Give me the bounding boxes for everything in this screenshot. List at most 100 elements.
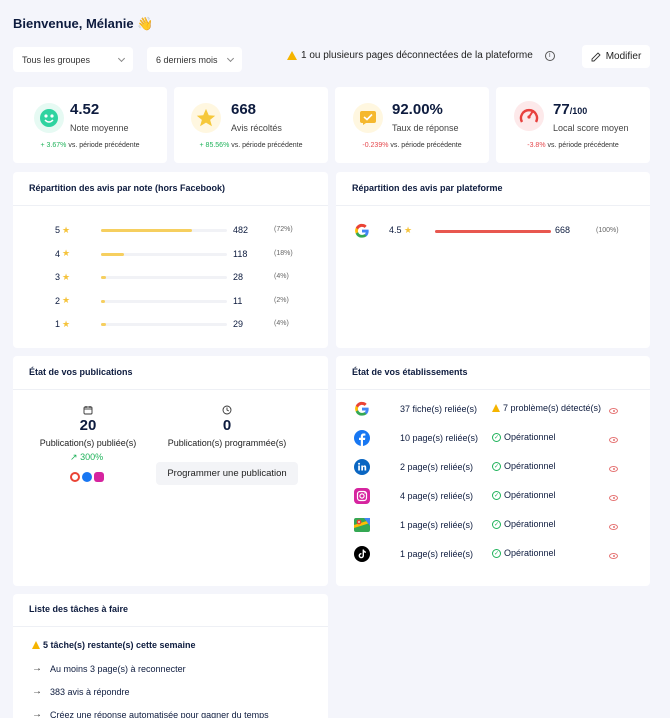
linked-count: 2 page(s) reliée(s) [400, 462, 474, 472]
section-title: État de vos établissements [352, 367, 468, 377]
kpi-label: Taux de réponse [392, 123, 459, 133]
google-icon [354, 401, 370, 419]
period-select[interactable]: 6 derniers mois [147, 47, 242, 72]
kpi-delta: -3.8% vs. période précédente [527, 142, 619, 149]
platform-rating: 4.5 ★ [389, 225, 413, 235]
rating-count: 28 [233, 272, 244, 282]
schedule-publication-button[interactable]: Programmer une publication [156, 462, 298, 485]
published-count: 20 [79, 417, 97, 434]
eye-icon[interactable] [609, 466, 618, 472]
kpi-card-response-rate: 92.00% Taux de réponse -0.239% vs. pério… [335, 87, 489, 163]
calendar-icon [83, 402, 93, 420]
kpi-value: 77/100 [553, 101, 588, 118]
rating-bar-fill [101, 299, 105, 303]
waving-hand-icon: 👋 [137, 16, 154, 31]
task-item[interactable]: → 383 avis à répondre [32, 686, 130, 697]
kpi-card-reviews-collected: 668 Avis récoltés + 85.56% vs. période p… [174, 87, 328, 163]
warning-icon [287, 51, 297, 60]
instagram-icon [354, 488, 370, 506]
status-ok: ✓ Opérationnel [492, 519, 556, 529]
message-check-icon [353, 103, 383, 133]
warning-icon [492, 404, 500, 412]
publications-card: État de vos publications 20 Publication(… [13, 356, 328, 586]
facebook-icon [354, 430, 370, 448]
kpi-card-local-score: 77/100 Local score moyen -3.8% vs. pério… [496, 87, 650, 163]
eye-icon[interactable] [609, 553, 618, 559]
rating-note: 3 [55, 272, 61, 282]
info-icon[interactable]: i [544, 50, 555, 61]
rating-bar [101, 276, 227, 279]
establishment-row-linkedin: 2 page(s) reliée(s) ✓ Opérationnel [336, 457, 650, 477]
star-icon: ★ [62, 295, 71, 305]
check-circle-icon: ✓ [492, 432, 501, 442]
establishment-row-maps: 1 page(s) reliée(s) ✓ Opérationnel [336, 515, 650, 535]
check-circle-icon: ✓ [492, 519, 501, 529]
star-icon: ★ [62, 224, 71, 235]
status-ok: ✓ Opérationnel [492, 490, 556, 500]
trend-up-icon: ↗ [70, 452, 78, 462]
task-item[interactable]: → Au moins 3 page(s) à reconnecter [32, 663, 186, 674]
tiktok-icon [354, 546, 370, 564]
scheduled-label: Publication(s) programmée(s) [167, 438, 287, 448]
star-icon: ★ [62, 318, 71, 329]
rating-bar-fill [101, 229, 192, 232]
star-icon [191, 103, 221, 133]
pencil-icon [591, 51, 601, 61]
modify-button[interactable]: Modifier [582, 45, 650, 68]
rating-count: 11 [233, 295, 243, 306]
rating-bar-fill [101, 252, 124, 256]
chevron-down-icon [117, 54, 126, 62]
linked-count: 37 fiche(s) reliée(s) [400, 404, 478, 414]
rating-count: 29 [233, 319, 244, 329]
rating-row: 2 ★ 11 (2%) [13, 294, 328, 308]
kpi-value: 4.52 [70, 101, 100, 118]
rating-note: 1 [55, 319, 61, 329]
establishments-card: État de vos établissements 37 fiche(s) r… [336, 356, 650, 586]
facebook-icon [82, 472, 92, 482]
rating-bar [101, 252, 227, 256]
google-icon [70, 472, 80, 482]
published-trend: ↗ 300% [70, 452, 104, 462]
groups-select[interactable]: Tous les groupes [13, 47, 133, 72]
instagram-icon [94, 472, 104, 482]
rating-pct: (18%) [274, 249, 293, 257]
tasks-card: Liste des tâches à faire 5 tâche(s) rest… [13, 594, 328, 718]
eye-icon[interactable] [609, 437, 618, 443]
groups-select-value: Tous les groupes [22, 54, 91, 65]
rating-pct: (2%) [274, 296, 289, 304]
clock-icon [222, 402, 232, 420]
eye-icon[interactable] [609, 408, 618, 414]
tasks-summary: 5 tâche(s) restante(s) cette semaine [32, 640, 196, 650]
star-icon: ★ [62, 248, 71, 258]
arrow-right-icon: → [32, 686, 42, 697]
linked-count: 4 page(s) reliée(s) [400, 491, 474, 501]
kpi-value: 668 [231, 101, 257, 118]
rating-bar [101, 299, 227, 303]
check-circle-icon: ✓ [492, 548, 501, 558]
linked-count: 1 page(s) reliée(s) [400, 549, 474, 559]
eye-icon[interactable] [609, 495, 618, 501]
rating-pct: (4%) [274, 320, 289, 327]
rating-bar [101, 229, 227, 232]
smiley-icon [34, 103, 64, 133]
rating-row: 5 ★ 482 (72%) [13, 223, 328, 237]
star-icon: ★ [62, 271, 71, 282]
kpi-label: Avis récoltés [231, 123, 282, 133]
scheduled-count: 0 [222, 417, 232, 434]
rating-bar [101, 323, 227, 326]
task-item[interactable]: → Créez une réponse automatisée pour gagn… [32, 709, 269, 718]
platform-count: 668 [555, 225, 571, 235]
ratings-distribution-card: Répartition des avis par note (hors Face… [13, 172, 328, 348]
rating-row: 1 ★ 29 (4%) [13, 317, 328, 331]
section-title: Répartition des avis par plateforme [352, 183, 503, 193]
published-platforms [70, 472, 104, 482]
rating-pct: (4%) [274, 273, 289, 280]
eye-icon[interactable] [609, 524, 618, 530]
rating-count: 482 [233, 225, 249, 235]
greeting-title: Bienvenue, Mélanie 👋 [13, 16, 154, 31]
kpi-label: Local score moyen [553, 123, 629, 133]
kpi-card-average-rating: 4.52 Note moyenne + 3.67% vs. période pr… [13, 87, 167, 163]
published-label: Publication(s) publiée(s) [39, 438, 137, 448]
section-title: Liste des tâches à faire [29, 604, 129, 614]
rating-pct: (72%) [274, 226, 293, 233]
